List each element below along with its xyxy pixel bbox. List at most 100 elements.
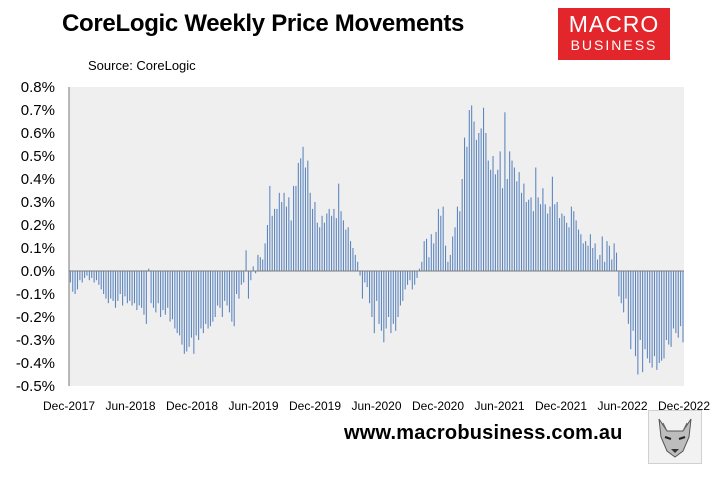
bar — [350, 241, 352, 271]
bar — [164, 271, 166, 315]
bar — [162, 271, 164, 311]
bar — [421, 261, 423, 271]
y-tick-label: 0.3% — [21, 194, 55, 211]
bar — [440, 215, 442, 271]
bar — [632, 271, 634, 331]
bar — [511, 160, 513, 271]
bar — [587, 245, 589, 271]
bar — [188, 271, 190, 347]
bar — [426, 238, 428, 271]
bar — [233, 271, 235, 327]
bar — [326, 213, 328, 271]
bar — [568, 227, 570, 271]
bar — [395, 271, 397, 331]
bar — [240, 271, 242, 285]
bar — [276, 208, 278, 271]
website-url: www.macrobusiness.com.au — [344, 422, 623, 444]
bar — [539, 204, 542, 271]
y-tick-label: 0.7% — [21, 102, 55, 119]
bar — [672, 271, 675, 329]
bar — [236, 271, 238, 294]
bar — [663, 271, 665, 359]
bar — [302, 146, 304, 271]
bar — [157, 271, 159, 304]
x-tick-label: Jun-2019 — [228, 399, 278, 413]
bar — [473, 121, 475, 271]
bar — [528, 199, 530, 271]
bar — [122, 271, 124, 306]
bar — [316, 222, 318, 271]
bar — [461, 179, 463, 271]
bar — [418, 268, 420, 271]
bar — [252, 266, 254, 271]
bar — [589, 234, 591, 271]
bar — [300, 158, 302, 271]
bar — [627, 271, 629, 324]
bar — [471, 105, 473, 272]
bar — [563, 215, 565, 271]
bar — [670, 271, 672, 347]
bar — [582, 243, 584, 271]
bar — [615, 252, 618, 271]
bar — [86, 271, 88, 276]
bar — [331, 215, 333, 271]
bar — [295, 185, 297, 271]
bar — [613, 243, 615, 271]
bar — [333, 208, 335, 271]
bar — [454, 227, 456, 271]
bar — [269, 185, 271, 271]
bar — [143, 271, 145, 315]
y-axis-ticks: 0.8% 0.7% 0.6% 0.5% 0.4% 0.3% 0.2% 0.1% 0.0% -0.1… — [16, 79, 55, 395]
y-tick-label: -0.2% — [16, 309, 55, 326]
bar — [634, 271, 637, 357]
bar — [385, 271, 387, 329]
x-axis-ticks: Dec-2017 Jun-2018 Dec-2018 Jun-2019 Dec-2019… — [43, 399, 710, 413]
bar — [312, 208, 314, 271]
bar-series — [69, 105, 684, 375]
bar — [630, 271, 632, 350]
bar — [190, 271, 192, 338]
y-tick-label: -0.3% — [16, 332, 55, 349]
bar — [466, 146, 468, 271]
bar — [580, 234, 582, 271]
bar — [623, 271, 625, 313]
bar — [459, 211, 461, 271]
bar — [304, 167, 306, 271]
bar — [214, 271, 216, 317]
bar — [520, 192, 523, 271]
bar — [247, 271, 249, 299]
y-tick-label: 0.1% — [21, 240, 55, 257]
bar — [485, 133, 487, 271]
x-tick-label: Dec-2021 — [535, 399, 587, 413]
bar — [193, 271, 195, 354]
bar — [148, 268, 150, 271]
bar — [103, 271, 105, 294]
bar — [483, 107, 485, 271]
bar — [388, 271, 390, 317]
bar — [518, 172, 520, 271]
bar — [112, 271, 114, 301]
bar — [551, 176, 553, 271]
bar — [383, 271, 385, 343]
bar — [604, 261, 606, 271]
bar — [594, 243, 596, 271]
bar — [271, 215, 273, 271]
bar — [651, 271, 653, 368]
bar — [79, 271, 81, 281]
bar — [661, 271, 663, 361]
y-tick-label: 0.0% — [21, 263, 55, 280]
bar — [335, 218, 337, 271]
x-tick-label: Dec-2019 — [289, 399, 341, 413]
bar — [625, 271, 627, 299]
bar — [585, 241, 587, 271]
bar — [205, 271, 207, 324]
bar — [278, 192, 280, 271]
bar — [297, 162, 299, 271]
source-label: Source: CoreLogic — [88, 58, 196, 73]
plot-area — [69, 87, 684, 386]
bar — [209, 271, 211, 327]
bar — [340, 211, 342, 271]
bar — [392, 271, 394, 324]
bar — [516, 181, 518, 271]
bar — [207, 271, 209, 329]
